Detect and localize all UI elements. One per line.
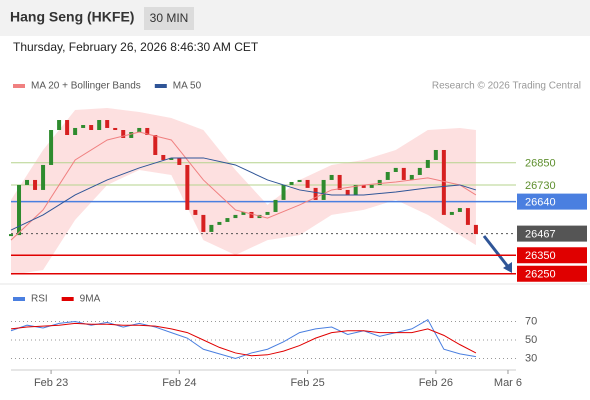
forecast-arrow <box>482 235 511 269</box>
candle <box>417 167 422 175</box>
candle <box>89 125 94 131</box>
title: Hang Seng (HKFE) <box>10 9 134 25</box>
y-tick-label: 30 <box>525 352 537 364</box>
candle <box>233 214 238 219</box>
candle <box>209 224 214 232</box>
candle <box>249 211 254 219</box>
candle <box>97 120 102 131</box>
ma-line <box>10 131 477 241</box>
candle <box>305 179 310 188</box>
candle <box>281 184 286 200</box>
candle <box>313 187 318 200</box>
bollinger-band <box>11 107 476 276</box>
candle <box>457 208 462 212</box>
candle <box>161 154 166 160</box>
header-bar <box>0 0 590 36</box>
candle <box>449 211 454 215</box>
datetime: Thursday, February 26, 2026 8:46:30 AM C… <box>13 40 259 54</box>
forecast-arrowhead <box>503 262 512 273</box>
candle <box>169 157 174 160</box>
candle <box>385 172 390 180</box>
level-label-box <box>517 193 587 210</box>
level-label-box <box>517 225 587 242</box>
candle <box>473 224 478 234</box>
level-label-box <box>517 265 587 282</box>
level-label: 26467 <box>525 229 556 241</box>
candle <box>377 179 382 185</box>
candle <box>185 164 190 210</box>
candle <box>273 199 278 212</box>
candle <box>9 234 13 237</box>
x-tick-label: Mar 6 <box>494 377 522 389</box>
candle <box>177 157 182 165</box>
candle <box>345 189 350 195</box>
candle <box>321 179 326 200</box>
level-label: 26350 <box>525 250 556 262</box>
legend-swatch <box>154 84 167 88</box>
candle <box>49 130 54 165</box>
y-tick-label: 50 <box>525 334 537 346</box>
candle <box>265 211 270 215</box>
legend-label: MA 50 <box>173 81 202 92</box>
candle <box>17 184 22 236</box>
series-line <box>10 318 477 360</box>
ma-line <box>10 157 477 231</box>
candle <box>65 120 70 135</box>
interval-box <box>144 7 194 30</box>
candle <box>241 211 246 215</box>
candle <box>121 130 126 138</box>
candle <box>393 167 398 172</box>
interval: 30 MIN <box>150 11 189 25</box>
candle <box>217 221 222 225</box>
candle <box>329 174 334 180</box>
candle <box>57 120 62 131</box>
legend-label: 9MA <box>80 294 101 305</box>
copyright: Research © 2026 Trading Central <box>432 81 581 92</box>
candle <box>465 208 470 225</box>
level-label: 26250 <box>525 269 556 281</box>
candle <box>409 174 414 180</box>
x-tick-label: Feb 24 <box>162 377 196 389</box>
series-line <box>10 322 477 357</box>
candle <box>193 209 198 215</box>
candle <box>33 179 38 190</box>
candle <box>289 181 294 185</box>
candle <box>145 127 150 135</box>
candle <box>337 174 342 190</box>
level-label: 26730 <box>525 180 556 192</box>
candle <box>129 132 134 138</box>
candle <box>369 184 374 188</box>
legend-label: MA 20 + Bollinger Bands <box>31 81 141 92</box>
legend-swatch <box>13 297 25 301</box>
candle <box>433 149 438 160</box>
candle <box>153 135 158 155</box>
legend-swatch <box>61 297 74 301</box>
candle <box>81 125 86 128</box>
candle <box>425 159 430 168</box>
candle <box>113 127 118 131</box>
candle <box>353 184 358 195</box>
y-tick-label: 70 <box>525 315 537 327</box>
level-label-box <box>517 247 587 264</box>
candle <box>441 149 446 215</box>
candle <box>73 127 78 135</box>
candle <box>137 127 142 133</box>
x-tick-label: Feb 25 <box>290 377 324 389</box>
legend-swatch <box>13 84 25 88</box>
level-label: 26640 <box>525 197 556 209</box>
candle <box>361 184 366 188</box>
candle <box>105 120 110 128</box>
candle <box>225 218 230 222</box>
legend-label: RSI <box>31 294 48 305</box>
candle <box>41 164 46 190</box>
x-tick-label: Feb 23 <box>34 377 68 389</box>
x-tick-label: Feb 26 <box>419 377 453 389</box>
level-label: 26850 <box>525 158 556 170</box>
candle <box>297 179 302 182</box>
candle <box>25 179 30 185</box>
candle <box>401 167 406 180</box>
candle <box>201 214 206 232</box>
